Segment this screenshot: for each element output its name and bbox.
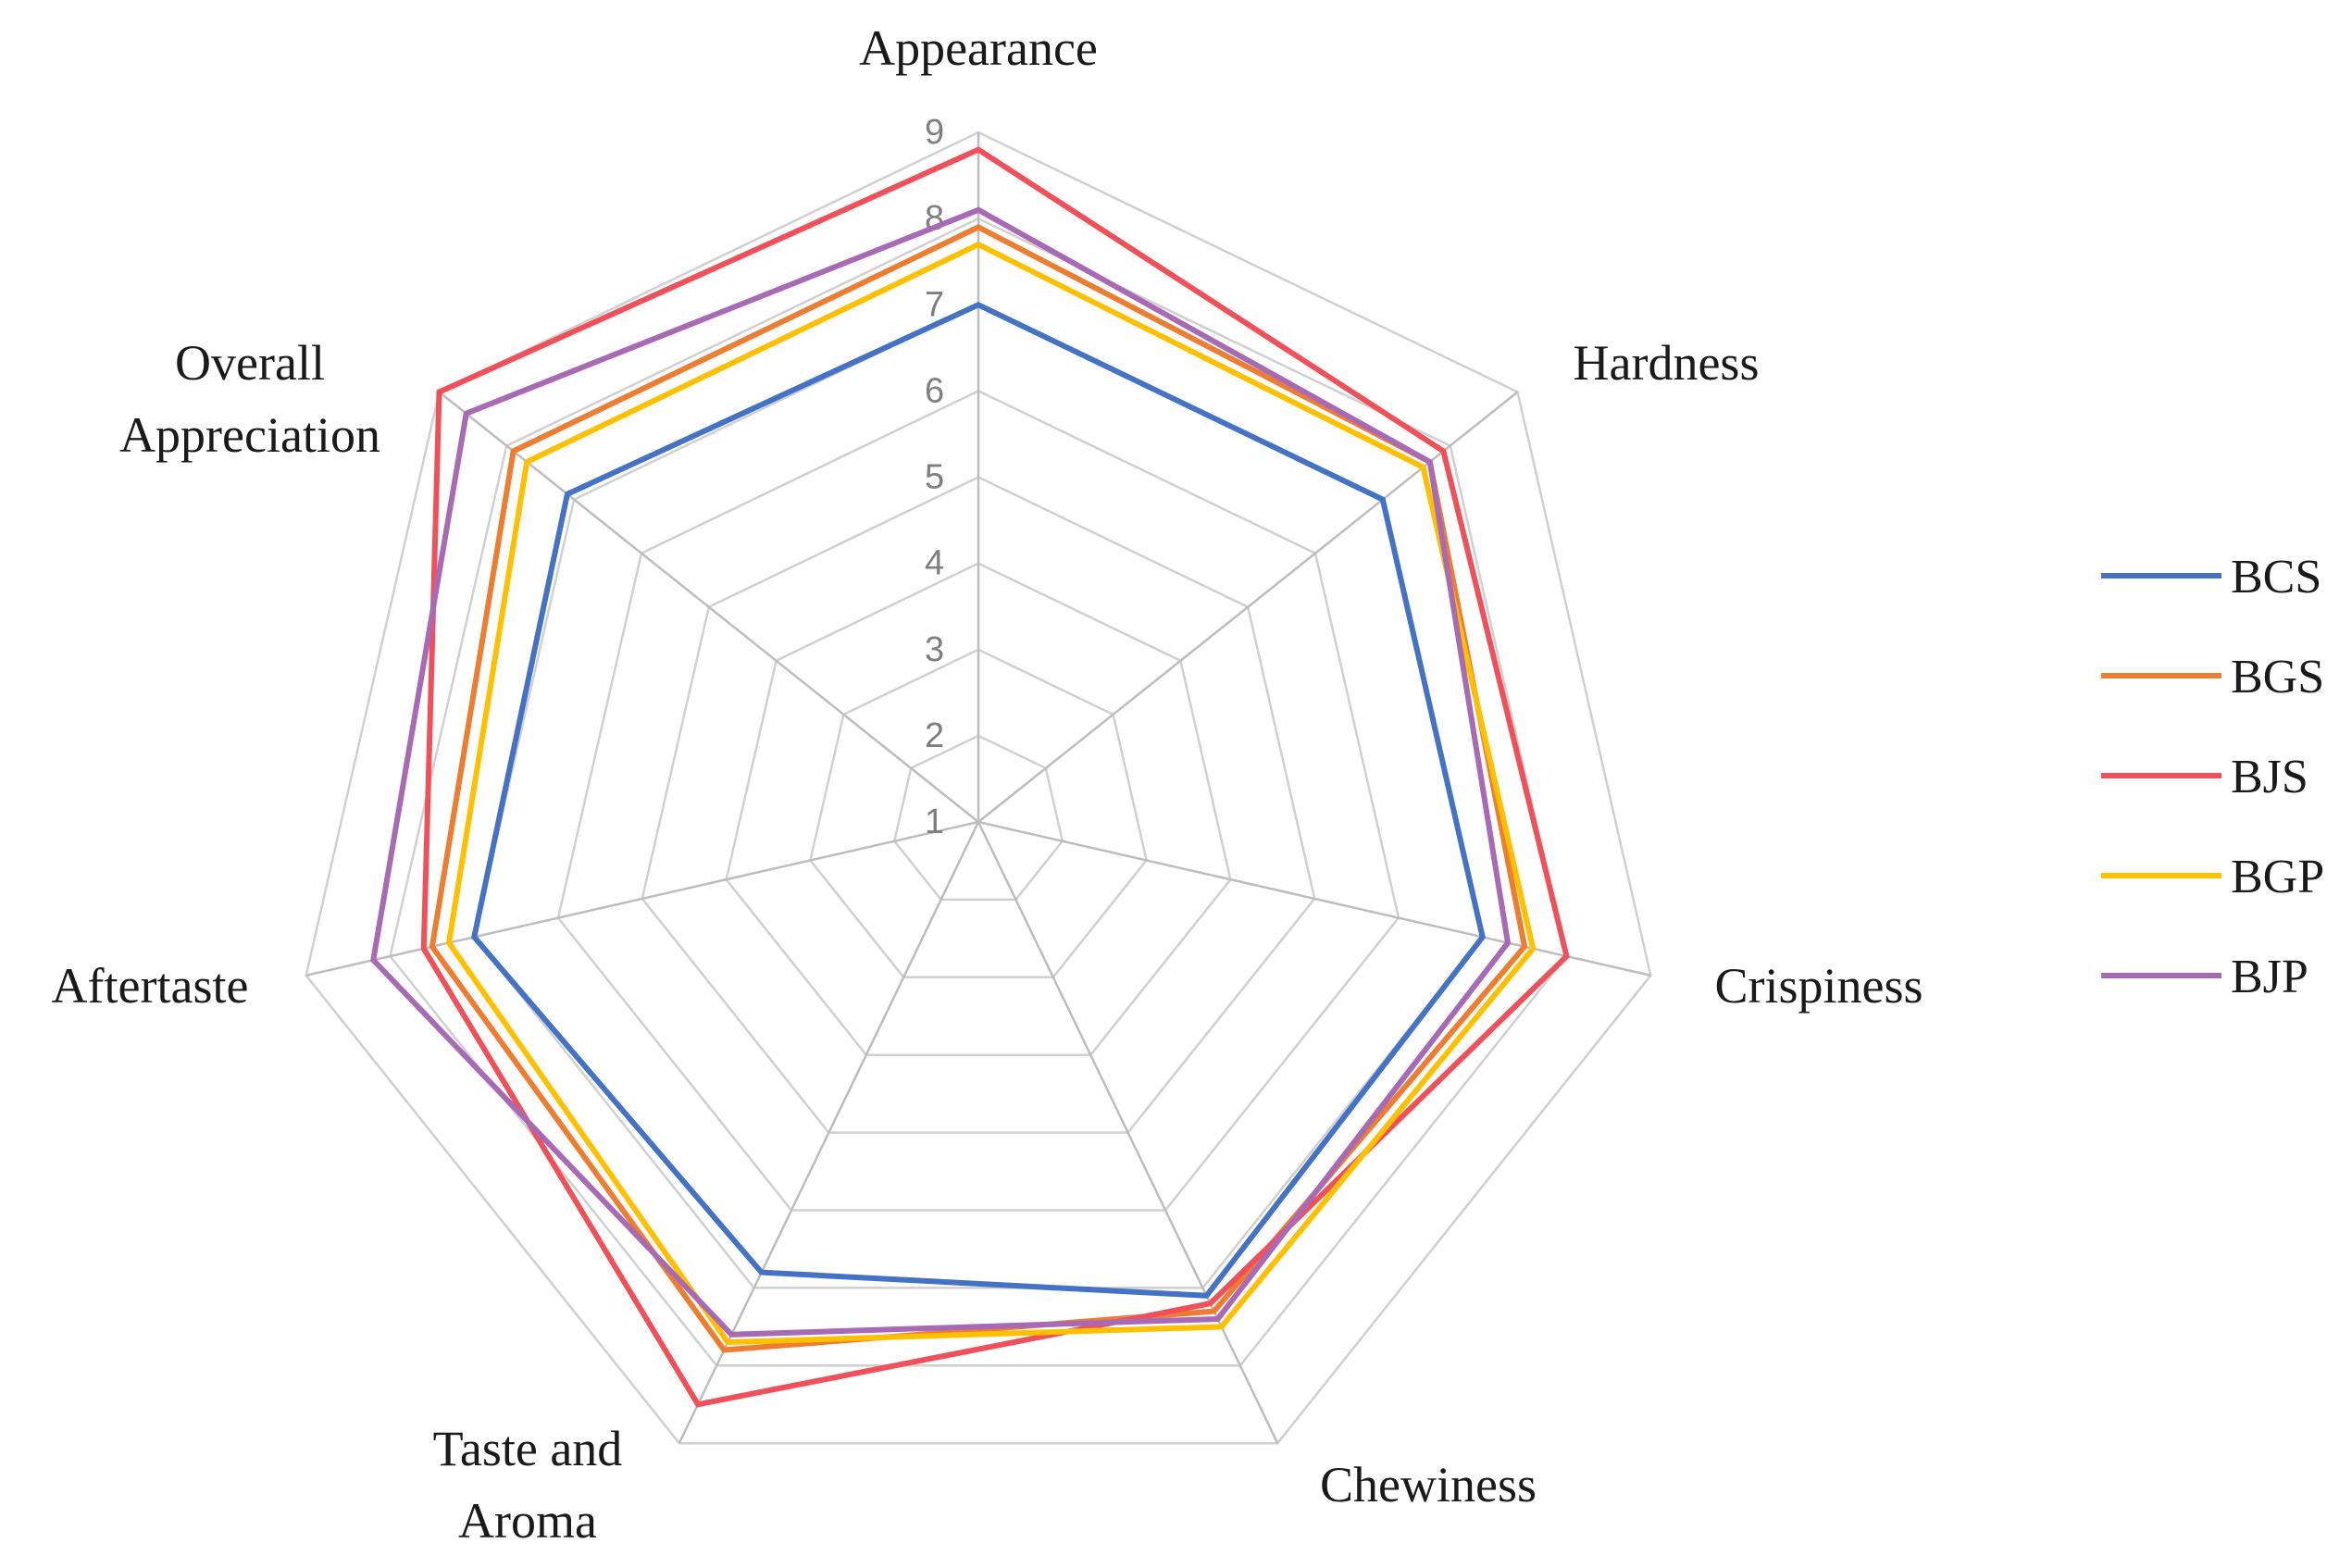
- legend: BCS BGS BJS BGP BJP: [2101, 551, 2324, 1003]
- grid-ring-9: [305, 131, 1652, 1445]
- tick-label: 9: [925, 113, 944, 152]
- tick-label: 2: [925, 716, 944, 755]
- series-line-bjp: [370, 206, 1512, 1338]
- axis-label-appearance: Appearance: [859, 20, 1098, 76]
- axis-label-taste-and-aroma: Taste and Aroma: [433, 1421, 623, 1549]
- legend-label-bjp: BJP: [2231, 951, 2308, 1003]
- tick-label: 3: [925, 630, 944, 669]
- axis-label-hardness: Hardness: [1574, 335, 1760, 391]
- legend-label-bcs: BCS: [2231, 551, 2321, 604]
- axis-spoke: [977, 391, 1519, 823]
- axis-spoke: [977, 820, 1651, 977]
- tick-label: 4: [925, 544, 944, 583]
- legend-label-bgs: BGS: [2231, 651, 2324, 703]
- axis-label-aftertaste: Aftertaste: [52, 958, 249, 1014]
- grid-ring-2: [892, 734, 1064, 902]
- grid-ring-6: [556, 390, 1400, 1212]
- grid-ring-4: [725, 562, 1232, 1056]
- tick-label: 7: [925, 285, 944, 324]
- tick-label: 1: [925, 803, 944, 841]
- axis-labels: Appearance Hardness Crispiness Chewiness Tas…: [52, 20, 1923, 1549]
- series-layer: [370, 146, 1570, 1408]
- axis-spoke: [977, 821, 1279, 1444]
- axis-spoke: [305, 820, 979, 977]
- axis-spoke: [438, 391, 979, 823]
- grid-ring-8: [389, 217, 1568, 1367]
- axis-label-overall-appreciation: Overall Appreciation: [119, 335, 380, 463]
- legend-label-bjs: BJS: [2231, 751, 2308, 803]
- tick-label: 6: [925, 371, 944, 410]
- axis-label-crispiness: Crispiness: [1714, 958, 1923, 1014]
- tick-label: 5: [925, 458, 944, 497]
- grid-ring-3: [809, 648, 1148, 979]
- legend-label-bgp: BGP: [2231, 851, 2324, 903]
- axis-label-chewiness: Chewiness: [1320, 1457, 1537, 1512]
- series-line-bcs: [471, 301, 1486, 1299]
- grid-ring-5: [641, 476, 1316, 1134]
- series-line-bjs: [420, 146, 1570, 1408]
